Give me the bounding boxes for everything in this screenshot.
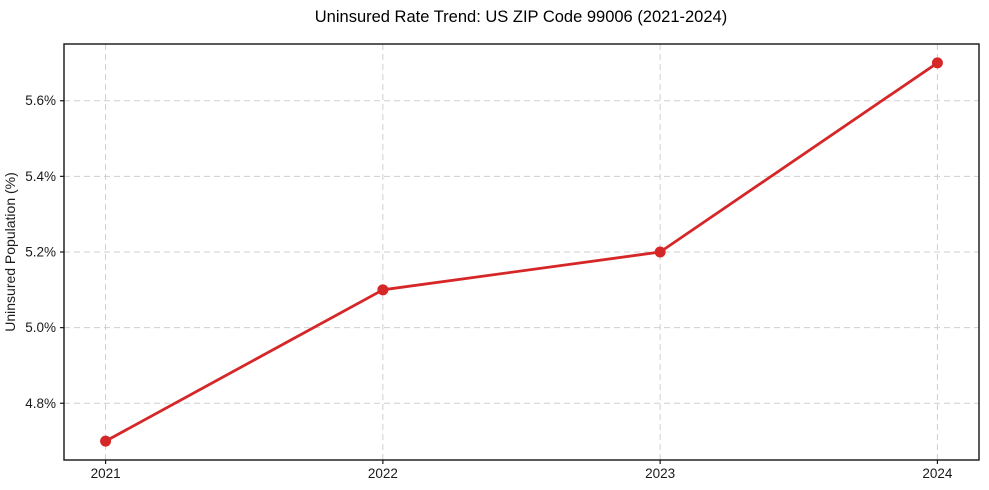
plot-border [63, 43, 980, 461]
y-tick-label: 5.0% [25, 320, 56, 335]
trend-line [104, 61, 939, 443]
y-axis-label: Uninsured Population (%) [2, 172, 18, 332]
data-point [654, 246, 666, 258]
chart-title: Uninsured Rate Trend: US ZIP Code 99006 … [315, 8, 727, 26]
y-tick-label: 4.8% [25, 396, 56, 411]
x-tick-label: 2023 [645, 466, 675, 481]
x-tick-label: 2021 [91, 466, 121, 481]
data-point [100, 435, 112, 447]
plot-area: 2021 2022 2023 2024 4.8% 5.0% 5.2% 5.4% 5.6% [25, 43, 980, 481]
y-tick-label: 5.4% [25, 169, 56, 184]
data-point [931, 57, 943, 69]
x-tick-label: 2024 [922, 466, 953, 481]
y-tick-label: 5.2% [25, 245, 56, 260]
x-tick-label: 2022 [368, 466, 398, 481]
data-point [377, 284, 389, 296]
y-tick-label: 5.6% [25, 93, 56, 108]
